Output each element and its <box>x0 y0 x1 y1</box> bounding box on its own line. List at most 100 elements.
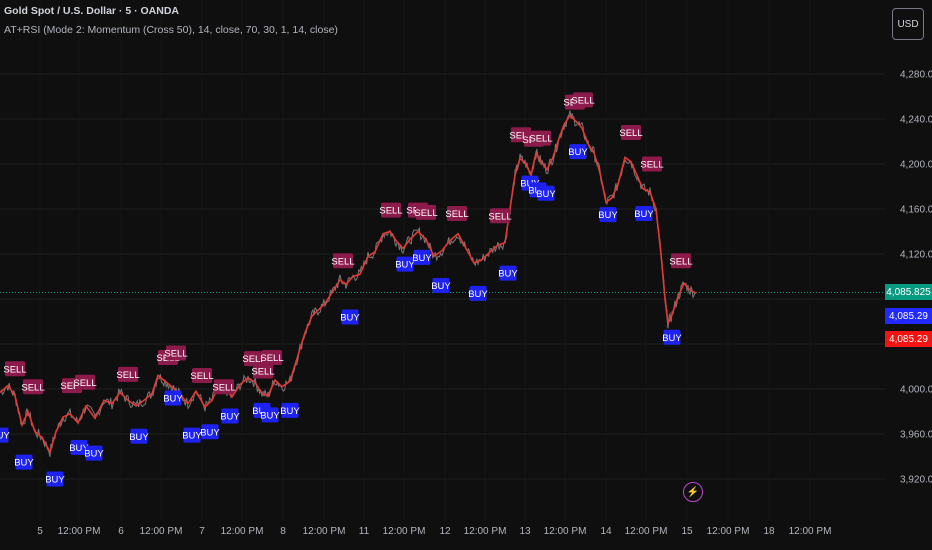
signal-label: SELL <box>488 211 511 222</box>
buy-signal: BUY <box>280 402 300 418</box>
signal-label: SELL <box>509 130 532 141</box>
signal-label: BUY <box>568 147 588 158</box>
signal-label: SELL <box>619 128 642 139</box>
x-tick-label: 12:00 PM <box>303 526 346 537</box>
signal-box <box>490 208 510 224</box>
signal-label: BUY <box>163 394 183 405</box>
signal-label: SELL <box>190 371 213 382</box>
smoothed-line <box>0 114 697 455</box>
buy-signal: BUY <box>163 390 183 406</box>
lightning-icon[interactable]: ⚡ <box>683 482 703 502</box>
x-tick-label: 5 <box>37 526 43 537</box>
signal-label: SELL <box>331 256 354 267</box>
buy-signal: BUY <box>182 427 202 443</box>
sell-signal: SELL <box>164 345 188 361</box>
buy-signal: BUY <box>69 440 89 455</box>
signal-label: BUY <box>69 443 89 454</box>
signal-box <box>396 256 414 272</box>
signal-box <box>192 368 212 383</box>
signal-box <box>469 285 487 301</box>
signal-label: BUY <box>468 289 488 300</box>
sell-signal: SELL <box>190 368 214 383</box>
signal-box <box>573 92 593 108</box>
sell-signal: SELL <box>488 208 512 224</box>
signal-box <box>261 407 279 423</box>
signal-box <box>85 445 103 461</box>
buy-signal: BUY <box>498 265 518 281</box>
x-tick-label: 8 <box>280 526 286 537</box>
grid-lines <box>0 73 885 480</box>
signal-box <box>214 379 234 395</box>
signal-label: BUY <box>45 475 65 486</box>
buy-signal: BUY <box>412 249 432 265</box>
sell-signal: SELL <box>331 253 355 269</box>
signal-box <box>635 206 653 221</box>
x-tick-label: 14 <box>600 526 612 537</box>
signal-label: SELL <box>445 209 468 220</box>
x-axis: 5 12:00 PM 6 12:00 PM 7 12:00 PM 8 12:00 PM 11 12… <box>37 526 831 537</box>
sell-signal: SELL <box>571 92 595 108</box>
x-tick-label: 12 <box>439 526 451 537</box>
sell-signal: SELL <box>242 351 266 367</box>
y-tick-label: 4,160.000 <box>900 205 932 216</box>
signal-label: BUY <box>395 260 415 271</box>
signal-box <box>413 249 431 265</box>
signal-label: BUY <box>536 189 556 200</box>
signal-label: SELL <box>73 378 96 389</box>
x-tick-label: 12:00 PM <box>625 526 668 537</box>
signal-box <box>531 130 551 146</box>
buy-signal: BUY <box>14 454 34 470</box>
signal-box <box>416 204 436 220</box>
currency-button[interactable]: USD <box>892 8 924 40</box>
signal-box <box>642 156 662 172</box>
x-tick-label: 12:00 PM <box>221 526 264 537</box>
signal-box <box>253 363 273 379</box>
last-price-label: 4,085.825 <box>885 284 932 301</box>
sell-signal: SELL <box>445 206 469 221</box>
sell-signal: SELL <box>379 202 403 218</box>
signal-box <box>671 253 691 269</box>
buy-signal: BUY <box>568 144 588 160</box>
signal-box <box>281 402 299 418</box>
signal-label: SELL <box>116 370 139 381</box>
sell-signal: SELL <box>73 374 97 390</box>
buy-signal: BUY <box>536 185 556 201</box>
x-tick-label: 6 <box>118 526 124 537</box>
signal-box <box>262 350 282 365</box>
signal-label: BUY <box>14 458 34 469</box>
y-tick-label: 4,280.000 <box>900 70 932 81</box>
signal-box <box>221 408 239 424</box>
sell-signal: SELL <box>414 204 438 220</box>
sell-signal: SELL <box>21 379 45 395</box>
x-tick-label: 15 <box>681 526 693 537</box>
signal-label: BUY <box>634 209 654 220</box>
signal-box <box>341 309 359 325</box>
signal-box <box>118 366 138 382</box>
x-tick-label: 7 <box>199 526 205 537</box>
symbol-title[interactable]: Gold Spot / U.S. Dollar · 5 · OANDA <box>4 5 180 17</box>
buy-signal: BUY <box>84 445 104 461</box>
signal-label: BUY <box>412 253 432 264</box>
buy-signal: BUY <box>468 285 488 301</box>
buy-signal: BUY <box>395 256 415 272</box>
signal-label: SELL <box>21 382 44 393</box>
indicator-legend[interactable]: AT+RSI (Mode 2: Momentum (Cross 50), 14,… <box>4 24 338 36</box>
signal-label: SELL <box>669 256 692 267</box>
signal-label: BUY <box>0 431 10 442</box>
sell-signal: SELL <box>619 125 643 140</box>
signal-label: SELL <box>3 364 26 375</box>
buy-signal: BUY <box>662 329 682 345</box>
x-tick-label: 12:00 PM <box>789 526 832 537</box>
buy-signal: BUY <box>260 407 280 423</box>
signal-label: BUY <box>340 313 360 324</box>
x-tick-label: 11 <box>359 526 370 537</box>
signal-box <box>15 454 33 470</box>
x-tick-label: 12:00 PM <box>383 526 426 537</box>
signal-label: BUY <box>280 406 300 417</box>
signal-box <box>0 427 9 443</box>
signal-label: BUY <box>182 431 202 442</box>
buy-signal: BUY <box>634 206 654 221</box>
signal-box <box>130 428 148 444</box>
signal-box <box>166 345 186 361</box>
